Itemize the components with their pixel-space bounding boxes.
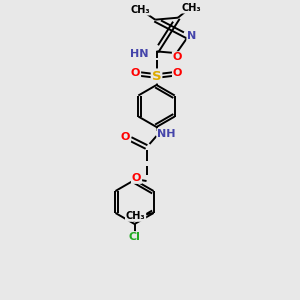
Text: CH₃: CH₃ [181,3,201,13]
Text: O: O [132,173,141,183]
Text: Cl: Cl [129,232,140,242]
Text: O: O [173,52,182,62]
Text: CH₃: CH₃ [130,5,150,15]
Text: N: N [187,31,196,41]
Text: O: O [173,68,182,78]
Text: HN: HN [130,49,148,59]
Text: O: O [131,68,140,78]
Text: O: O [121,132,130,142]
Text: CH₃: CH₃ [126,211,146,221]
Text: NH: NH [157,129,176,139]
Text: S: S [152,70,161,83]
